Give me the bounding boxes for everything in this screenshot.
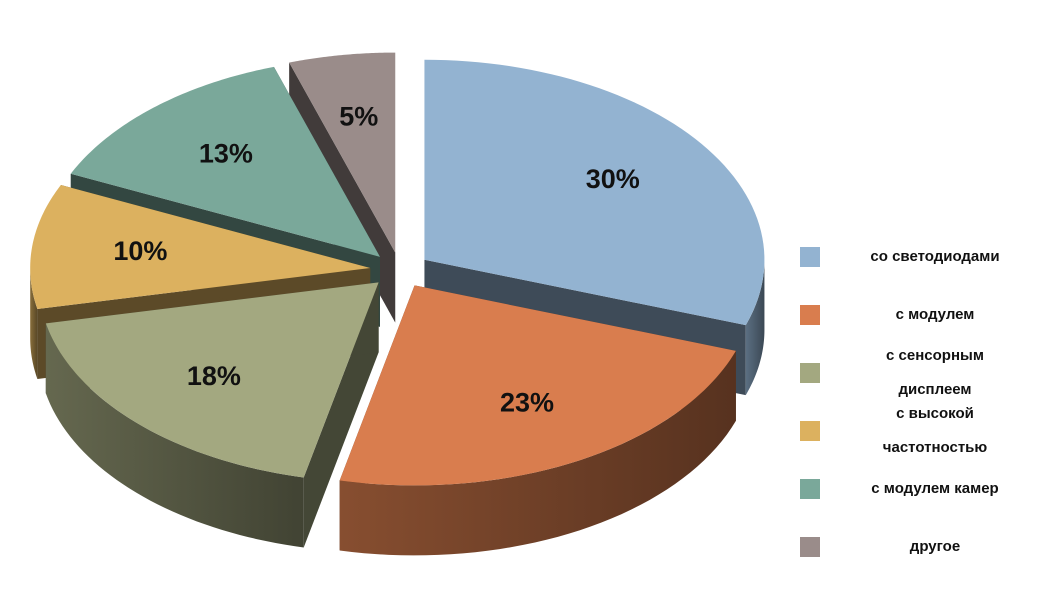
legend-label: с высокой частотностью [882, 405, 988, 456]
slice-top [45, 282, 379, 478]
slice: 23% [339, 285, 736, 556]
legend-swatch [800, 421, 820, 441]
slice-top [424, 59, 765, 326]
legend-swatch [800, 363, 820, 383]
slice: 18% [45, 282, 379, 548]
legend-label: с модулем камер [871, 480, 999, 497]
legend-swatch [800, 247, 820, 267]
legend-item: со светодиодами [800, 228, 1040, 286]
slice-top [339, 285, 736, 486]
slice-top [289, 52, 396, 253]
legend-item: с высокой частотностью [800, 402, 1040, 460]
legend-item: с модулем [800, 286, 1040, 344]
legend-label: другое [909, 538, 961, 555]
slice-top [70, 66, 380, 257]
legend-swatch [800, 479, 820, 499]
chart: 5% 13% 30% 10% 18% 23% [30, 52, 765, 556]
value-label: 5% [339, 101, 378, 131]
legend-item: другое [800, 518, 1040, 576]
value-label: 18% [187, 361, 241, 391]
legend-label: с сенсорным дисплеем [886, 347, 984, 398]
legend-swatch [800, 305, 820, 325]
slice-rim [30, 268, 38, 380]
legend-item: с сенсорным дисплеем [800, 344, 1040, 402]
slice-rim [339, 350, 736, 556]
legend-item: с модулем камер [800, 460, 1040, 518]
value-label: 10% [113, 236, 167, 266]
slice-rim [45, 323, 304, 548]
value-label: 30% [586, 164, 640, 194]
legend: со светодиодами с модулем с сенсорным дисп… [800, 228, 1040, 576]
value-label: 13% [199, 139, 253, 169]
slice-top [30, 184, 371, 310]
legend-swatch [800, 537, 820, 557]
legend-label: с модулем [895, 306, 975, 323]
legend-label: со светодиодами [870, 248, 1000, 265]
slice-rim [745, 259, 765, 396]
value-label: 23% [500, 387, 554, 417]
